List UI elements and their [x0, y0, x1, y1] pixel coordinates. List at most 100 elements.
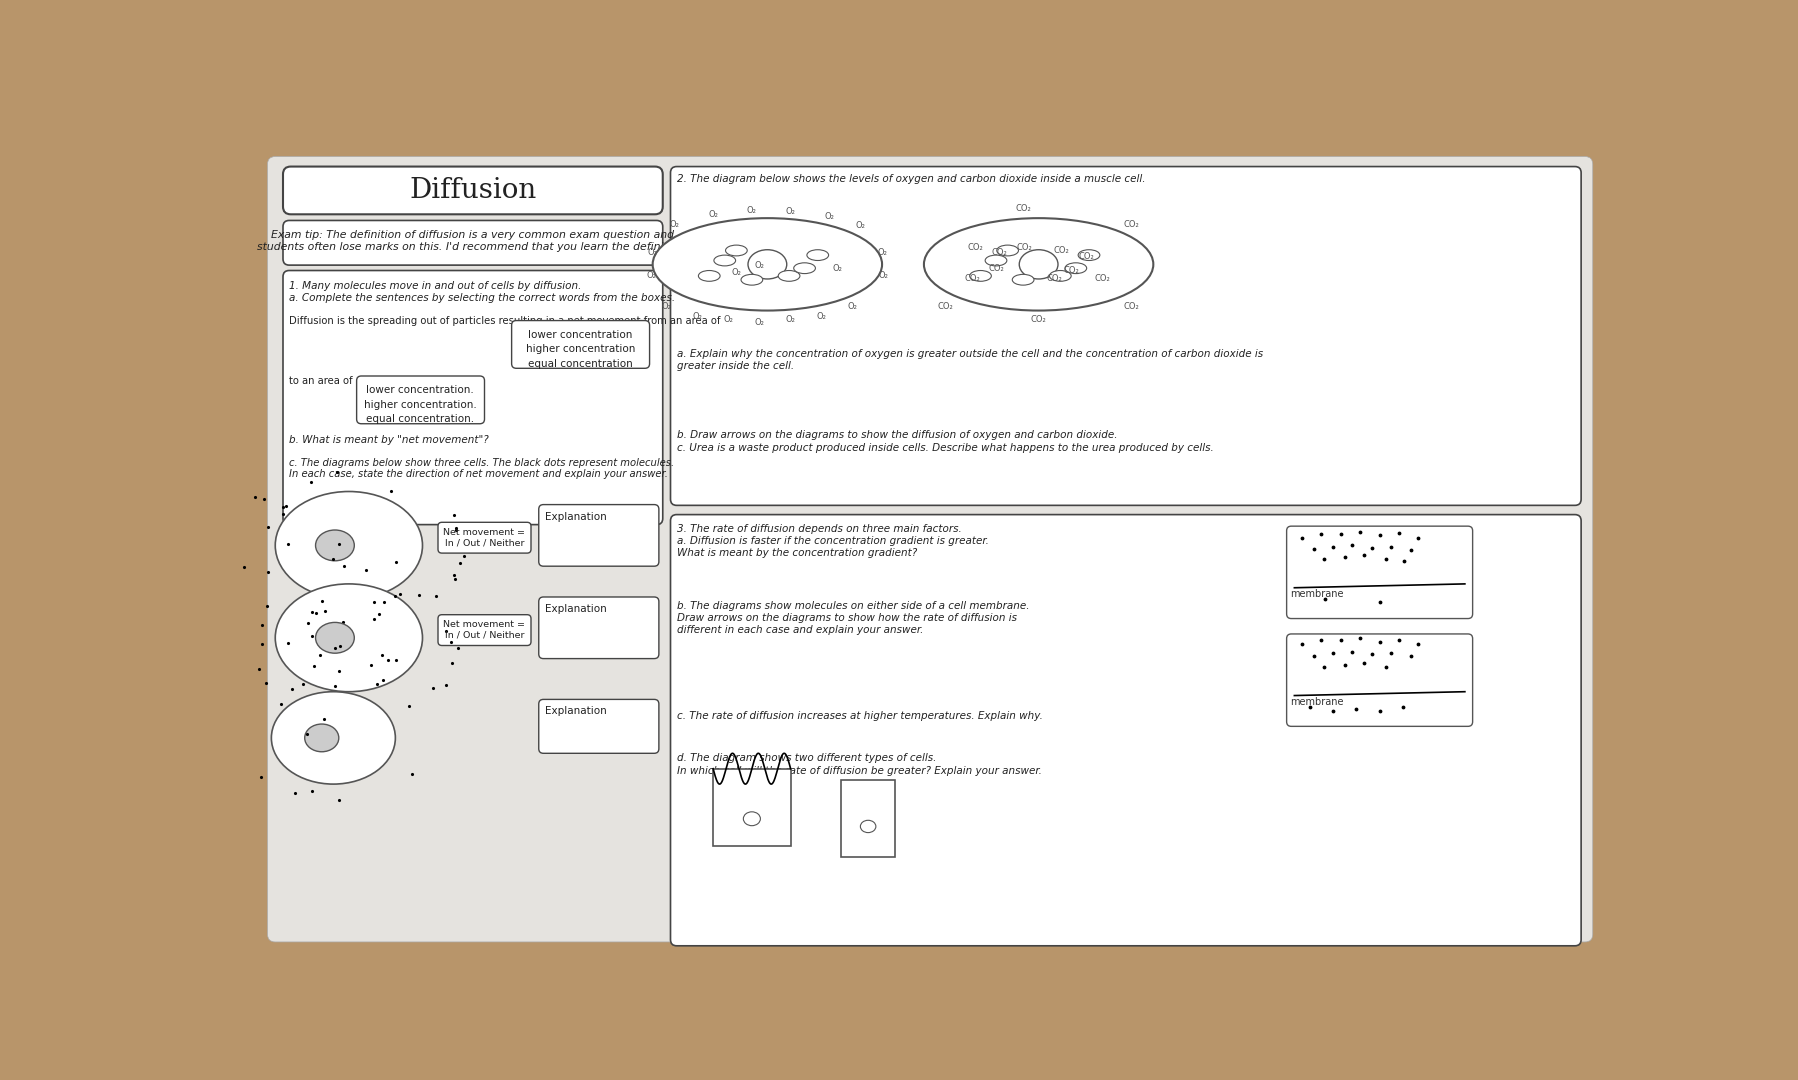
Text: c. The diagrams below show three cells. The black dots represent molecules.: c. The diagrams below show three cells. … [289, 458, 674, 468]
Ellipse shape [924, 218, 1153, 311]
FancyBboxPatch shape [356, 376, 484, 423]
Text: c. Urea is a waste product produced inside cells. Describe what happens to the u: c. Urea is a waste product produced insi… [676, 443, 1214, 453]
Ellipse shape [304, 724, 338, 752]
Text: CO₂: CO₂ [987, 264, 1003, 273]
Ellipse shape [1012, 274, 1034, 285]
Text: In which cell will the rate of diffusion be greater? Explain your answer.: In which cell will the rate of diffusion… [676, 766, 1041, 775]
FancyBboxPatch shape [538, 597, 658, 659]
Ellipse shape [748, 249, 786, 279]
Text: 1. Many molecules move in and out of cells by diffusion.: 1. Many molecules move in and out of cel… [289, 281, 581, 291]
Text: O₂: O₂ [755, 318, 764, 326]
Text: O₂: O₂ [856, 221, 865, 230]
Text: Explanation: Explanation [545, 706, 606, 716]
Text: O₂: O₂ [877, 271, 888, 281]
Text: membrane: membrane [1289, 590, 1343, 599]
Text: O₂: O₂ [692, 312, 703, 321]
Ellipse shape [779, 270, 800, 281]
Bar [712, 769, 789, 846]
Text: higher concentration.: higher concentration. [363, 400, 476, 410]
Text: In each case, state the direction of net movement and explain your answer.: In each case, state the direction of net… [289, 469, 667, 480]
Ellipse shape [793, 262, 814, 273]
FancyBboxPatch shape [1286, 526, 1473, 619]
Text: membrane: membrane [1289, 697, 1343, 707]
Text: CO₂: CO₂ [1063, 266, 1079, 275]
Ellipse shape [985, 255, 1007, 266]
Text: CO₂: CO₂ [1124, 220, 1138, 229]
Text: O₂: O₂ [662, 302, 671, 311]
Bar [840, 780, 895, 858]
Text: 3. The rate of diffusion depends on three main factors.: 3. The rate of diffusion depends on thre… [676, 524, 960, 534]
FancyBboxPatch shape [671, 514, 1580, 946]
Ellipse shape [698, 270, 719, 281]
Ellipse shape [859, 821, 876, 833]
Ellipse shape [1019, 249, 1057, 279]
Text: CO₂: CO₂ [1016, 243, 1032, 252]
Ellipse shape [275, 584, 423, 691]
Text: CO₂: CO₂ [1046, 273, 1061, 283]
Text: Diffusion: Diffusion [408, 177, 536, 204]
FancyBboxPatch shape [268, 157, 1591, 942]
Text: students often lose marks on this. I'd recommend that you learn the definition.: students often lose marks on this. I'd r… [257, 242, 689, 252]
Text: CO₂: CO₂ [967, 243, 982, 252]
Text: Explanation: Explanation [545, 604, 606, 613]
Text: equal concentration: equal concentration [529, 359, 633, 369]
Text: equal concentration.: equal concentration. [367, 415, 475, 424]
FancyBboxPatch shape [282, 220, 662, 265]
Text: Diffusion is the spreading out of particles resulting in a net movement from an : Diffusion is the spreading out of partic… [289, 316, 721, 326]
Text: O₂: O₂ [647, 248, 658, 257]
Ellipse shape [807, 249, 829, 260]
Text: O₂: O₂ [723, 315, 734, 324]
Text: O₂: O₂ [816, 312, 825, 321]
Text: O₂: O₂ [746, 206, 757, 215]
FancyBboxPatch shape [538, 504, 658, 566]
Text: CO₂: CO₂ [1054, 246, 1070, 255]
Text: Net movement =
In / Out / Neither: Net movement = In / Out / Neither [444, 620, 525, 639]
FancyBboxPatch shape [1286, 634, 1473, 727]
Text: c. The rate of diffusion increases at higher temperatures. Explain why.: c. The rate of diffusion increases at hi… [676, 711, 1043, 721]
Text: 2. The diagram below shows the levels of oxygen and carbon dioxide inside a musc: 2. The diagram below shows the levels of… [676, 174, 1145, 185]
Text: O₂: O₂ [877, 248, 886, 257]
Ellipse shape [741, 274, 762, 285]
Text: CO₂: CO₂ [1030, 315, 1046, 324]
Text: Net movement =
In / Out / Neither: Net movement = In / Out / Neither [444, 528, 525, 548]
Ellipse shape [315, 530, 354, 561]
Text: CO₂: CO₂ [1079, 252, 1093, 261]
Text: O₂: O₂ [823, 212, 834, 221]
Text: What is meant by the concentration gradient?: What is meant by the concentration gradi… [676, 549, 917, 558]
Text: O₂: O₂ [645, 271, 656, 281]
Text: CO₂: CO₂ [991, 248, 1007, 257]
Text: O₂: O₂ [847, 302, 858, 311]
Ellipse shape [653, 218, 881, 311]
Ellipse shape [996, 245, 1018, 256]
Ellipse shape [725, 245, 746, 256]
Text: b. What is meant by "net movement"?: b. What is meant by "net movement"? [289, 434, 489, 445]
Ellipse shape [969, 270, 991, 281]
Text: CO₂: CO₂ [1014, 204, 1030, 214]
Text: CO₂: CO₂ [1093, 273, 1109, 283]
Text: CO₂: CO₂ [1124, 302, 1138, 311]
Text: higher concentration: higher concentration [525, 345, 635, 354]
Text: to an area of: to an area of [289, 376, 352, 386]
Ellipse shape [271, 691, 396, 784]
Text: CO₂: CO₂ [937, 302, 953, 311]
Text: a. Diffusion is faster if the concentration gradient is greater.: a. Diffusion is faster if the concentrat… [676, 536, 989, 546]
Text: lower concentration: lower concentration [529, 329, 633, 340]
FancyBboxPatch shape [437, 523, 530, 553]
Text: O₂: O₂ [669, 220, 680, 229]
Ellipse shape [714, 255, 735, 266]
Text: Draw arrows on the diagrams to show how the rate of diffusion is: Draw arrows on the diagrams to show how … [676, 613, 1016, 623]
FancyBboxPatch shape [511, 321, 649, 368]
Text: different in each case and explain your answer.: different in each case and explain your … [676, 625, 922, 635]
Ellipse shape [315, 622, 354, 653]
FancyBboxPatch shape [437, 615, 530, 646]
Text: O₂: O₂ [755, 261, 764, 270]
Text: d. The diagram shows two different types of cells.: d. The diagram shows two different types… [676, 754, 935, 764]
Ellipse shape [275, 491, 423, 599]
Ellipse shape [743, 812, 761, 826]
Text: CO₂: CO₂ [964, 273, 980, 283]
Text: O₂: O₂ [786, 207, 795, 216]
Text: O₂: O₂ [708, 210, 717, 219]
Text: Explanation: Explanation [545, 512, 606, 522]
FancyBboxPatch shape [282, 166, 662, 214]
Text: O₂: O₂ [732, 268, 741, 276]
